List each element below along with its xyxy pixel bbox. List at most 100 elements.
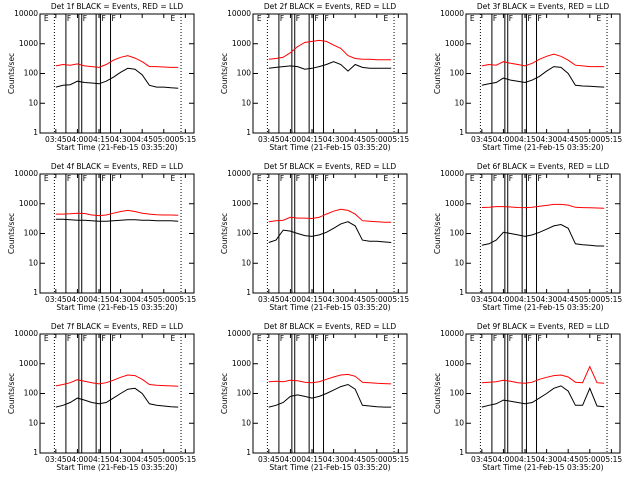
marker-label: F xyxy=(325,334,329,343)
y-tick-label: 10000 xyxy=(14,9,38,18)
plot-frame xyxy=(39,333,195,454)
x-tick-label: 05:00 xyxy=(579,135,601,144)
y-tick-label: 100 xyxy=(237,69,252,78)
x-tick-label: 05:00 xyxy=(579,455,601,464)
y-tick-label: 1000 xyxy=(19,199,38,208)
chart-title: Det 5f BLACK = Events, RED = LLD xyxy=(264,162,397,171)
chart-title: Det 9f BLACK = Events, RED = LLD xyxy=(477,322,610,331)
marker-label: F xyxy=(538,174,542,183)
x-axis-label: Start Time (21-Feb-15 03:35:20) xyxy=(482,463,603,472)
x-tick-label: 03:45 xyxy=(471,295,493,304)
x-tick-label: 04:45 xyxy=(131,135,153,144)
marker-label: E xyxy=(257,334,262,343)
plot-frame xyxy=(465,333,621,454)
y-tick-label: 1 xyxy=(246,288,251,297)
y-tick-label: 10 xyxy=(454,98,464,107)
x-tick-label: 04:00 xyxy=(67,295,89,304)
x-tick-label: 05:00 xyxy=(153,135,175,144)
marker-label: F xyxy=(67,334,71,343)
x-tick-label: 04:30 xyxy=(536,135,558,144)
marker-label: F xyxy=(280,174,284,183)
x-tick-label: 04:00 xyxy=(280,455,302,464)
x-tick-label: 04:15 xyxy=(88,135,110,144)
series-line xyxy=(55,67,179,89)
marker-label: F xyxy=(493,334,497,343)
marker-label: E xyxy=(597,334,602,343)
y-tick-label: 1 xyxy=(459,128,464,137)
x-tick-label: 03:45 xyxy=(471,135,493,144)
y-tick-label: 100 xyxy=(24,69,39,78)
y-axis-label: Counts/sec xyxy=(7,373,16,414)
marker-label: F xyxy=(314,334,318,343)
x-tick-label: 04:30 xyxy=(110,135,132,144)
y-tick-label: 100 xyxy=(237,229,252,238)
y-tick-label: 10 xyxy=(241,258,251,267)
chart-title: Det 4f BLACK = Events, RED = LLD xyxy=(51,162,184,171)
marker-label: F xyxy=(101,14,105,23)
marker-label: E xyxy=(597,14,602,23)
marker-label: F xyxy=(538,334,542,343)
chart-title: Det 7f BLACK = Events, RED = LLD xyxy=(51,322,184,331)
x-tick-label: 05:15 xyxy=(388,455,410,464)
x-tick-label: 03:45 xyxy=(471,455,493,464)
y-tick-label: 1 xyxy=(33,448,38,457)
y-tick-label: 10000 xyxy=(440,9,464,18)
series-line xyxy=(268,383,392,408)
x-tick-label: 05:00 xyxy=(153,295,175,304)
x-tick-label: 04:15 xyxy=(514,295,536,304)
x-tick-label: 04:15 xyxy=(88,455,110,464)
x-tick-label: 05:15 xyxy=(601,455,623,464)
y-tick-label: 1000 xyxy=(445,39,464,48)
marker-label: F xyxy=(509,334,513,343)
x-tick-label: 05:15 xyxy=(601,295,623,304)
series-line xyxy=(268,61,392,72)
x-tick-label: 05:15 xyxy=(175,135,197,144)
x-tick-label: 05:15 xyxy=(175,455,197,464)
x-tick-label: 05:15 xyxy=(175,295,197,304)
y-tick-label: 100 xyxy=(24,229,39,238)
marker-label: E xyxy=(597,174,602,183)
marker-label: E xyxy=(44,174,49,183)
x-tick-label: 03:45 xyxy=(258,295,280,304)
series-line xyxy=(55,387,179,408)
marker-label: F xyxy=(527,14,531,23)
x-tick-label: 04:30 xyxy=(323,295,345,304)
marker-label: F xyxy=(493,174,497,183)
x-tick-label: 04:15 xyxy=(514,135,536,144)
x-axis-label: Start Time (21-Feb-15 03:35:20) xyxy=(56,303,177,312)
y-tick-label: 100 xyxy=(24,389,39,398)
chart-title: Det 2f BLACK = Events, RED = LLD xyxy=(264,2,397,11)
x-tick-label: 05:00 xyxy=(366,135,388,144)
x-tick-label: 04:00 xyxy=(280,135,302,144)
series-line xyxy=(55,218,179,222)
series-line xyxy=(268,208,392,223)
marker-label: F xyxy=(325,14,329,23)
series-line xyxy=(481,66,605,88)
x-axis-label: Start Time (21-Feb-15 03:35:20) xyxy=(482,303,603,312)
x-tick-label: 04:00 xyxy=(493,135,515,144)
marker-label: F xyxy=(527,334,531,343)
y-axis-label: Counts/sec xyxy=(220,53,229,94)
y-tick-label: 1000 xyxy=(445,199,464,208)
series-line xyxy=(268,373,392,385)
marker-label: F xyxy=(538,14,542,23)
plot-frame xyxy=(252,13,408,134)
x-axis-label: Start Time (21-Feb-15 03:35:20) xyxy=(482,143,603,152)
y-axis-label: Counts/sec xyxy=(220,213,229,254)
marker-label: E xyxy=(171,14,176,23)
x-tick-label: 04:15 xyxy=(88,295,110,304)
x-tick-label: 04:45 xyxy=(131,295,153,304)
y-tick-label: 1 xyxy=(459,448,464,457)
y-tick-label: 10000 xyxy=(14,169,38,178)
x-tick-label: 04:15 xyxy=(301,455,323,464)
y-tick-label: 10000 xyxy=(14,329,38,338)
marker-label: F xyxy=(296,174,300,183)
y-tick-label: 100 xyxy=(237,389,252,398)
y-tick-label: 10 xyxy=(28,98,38,107)
x-tick-label: 03:45 xyxy=(45,455,67,464)
marker-label: E xyxy=(470,174,475,183)
series-line xyxy=(481,223,605,247)
marker-label: F xyxy=(325,174,329,183)
marker-label: E xyxy=(470,334,475,343)
